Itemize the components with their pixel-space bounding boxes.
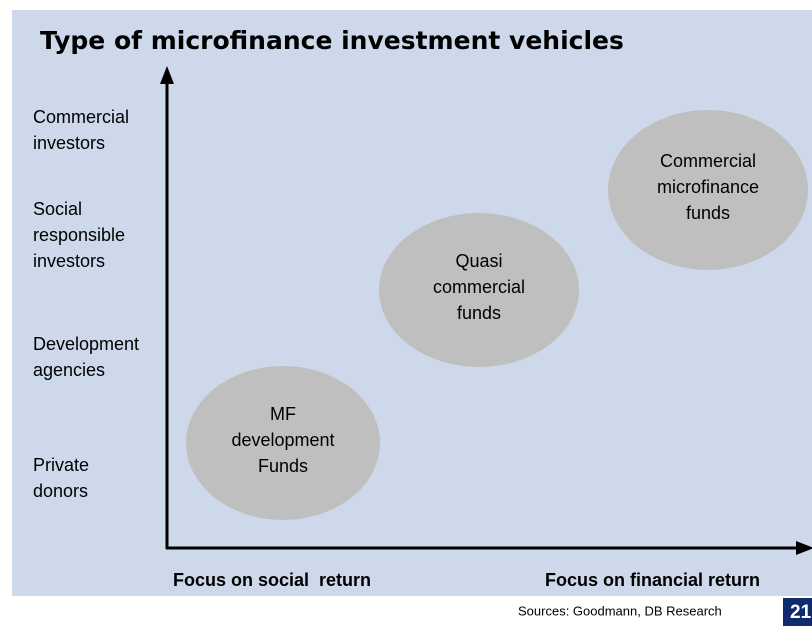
node-label: MF [270,404,296,424]
node-label: commercial [433,277,525,297]
source: Sources: Goodmann, DB Research [518,603,722,618]
page-number-box [783,598,812,626]
node-label: Quasi [455,251,502,271]
x-arrow [796,541,812,555]
y-axis-label: Social [33,199,82,219]
title: Type of microfinance investment vehicles [40,26,624,55]
y-arrow [160,66,174,84]
node [608,110,808,270]
y-axis-label: Private [33,455,89,475]
y-axis-label: donors [33,481,88,501]
page-number: 21 [790,602,812,623]
node [186,366,380,520]
y-axis-label: Commercial [33,107,129,127]
y-axis-label: Development [33,334,139,354]
y-axis-label: responsible [33,225,125,245]
x-axis-label: Focus on social return [173,570,371,590]
node-label: development [231,430,334,450]
node-label: funds [686,203,730,223]
node-label: Commercial [660,151,756,171]
node-label: funds [457,303,501,323]
node [379,213,579,367]
node-label: Funds [258,456,308,476]
y-axis-label: investors [33,133,105,153]
y-axis-label: investors [33,251,105,271]
x-axis-label: Focus on financial return [545,570,760,590]
y-axis-label: agencies [33,360,105,380]
node-label: microfinance [657,177,759,197]
